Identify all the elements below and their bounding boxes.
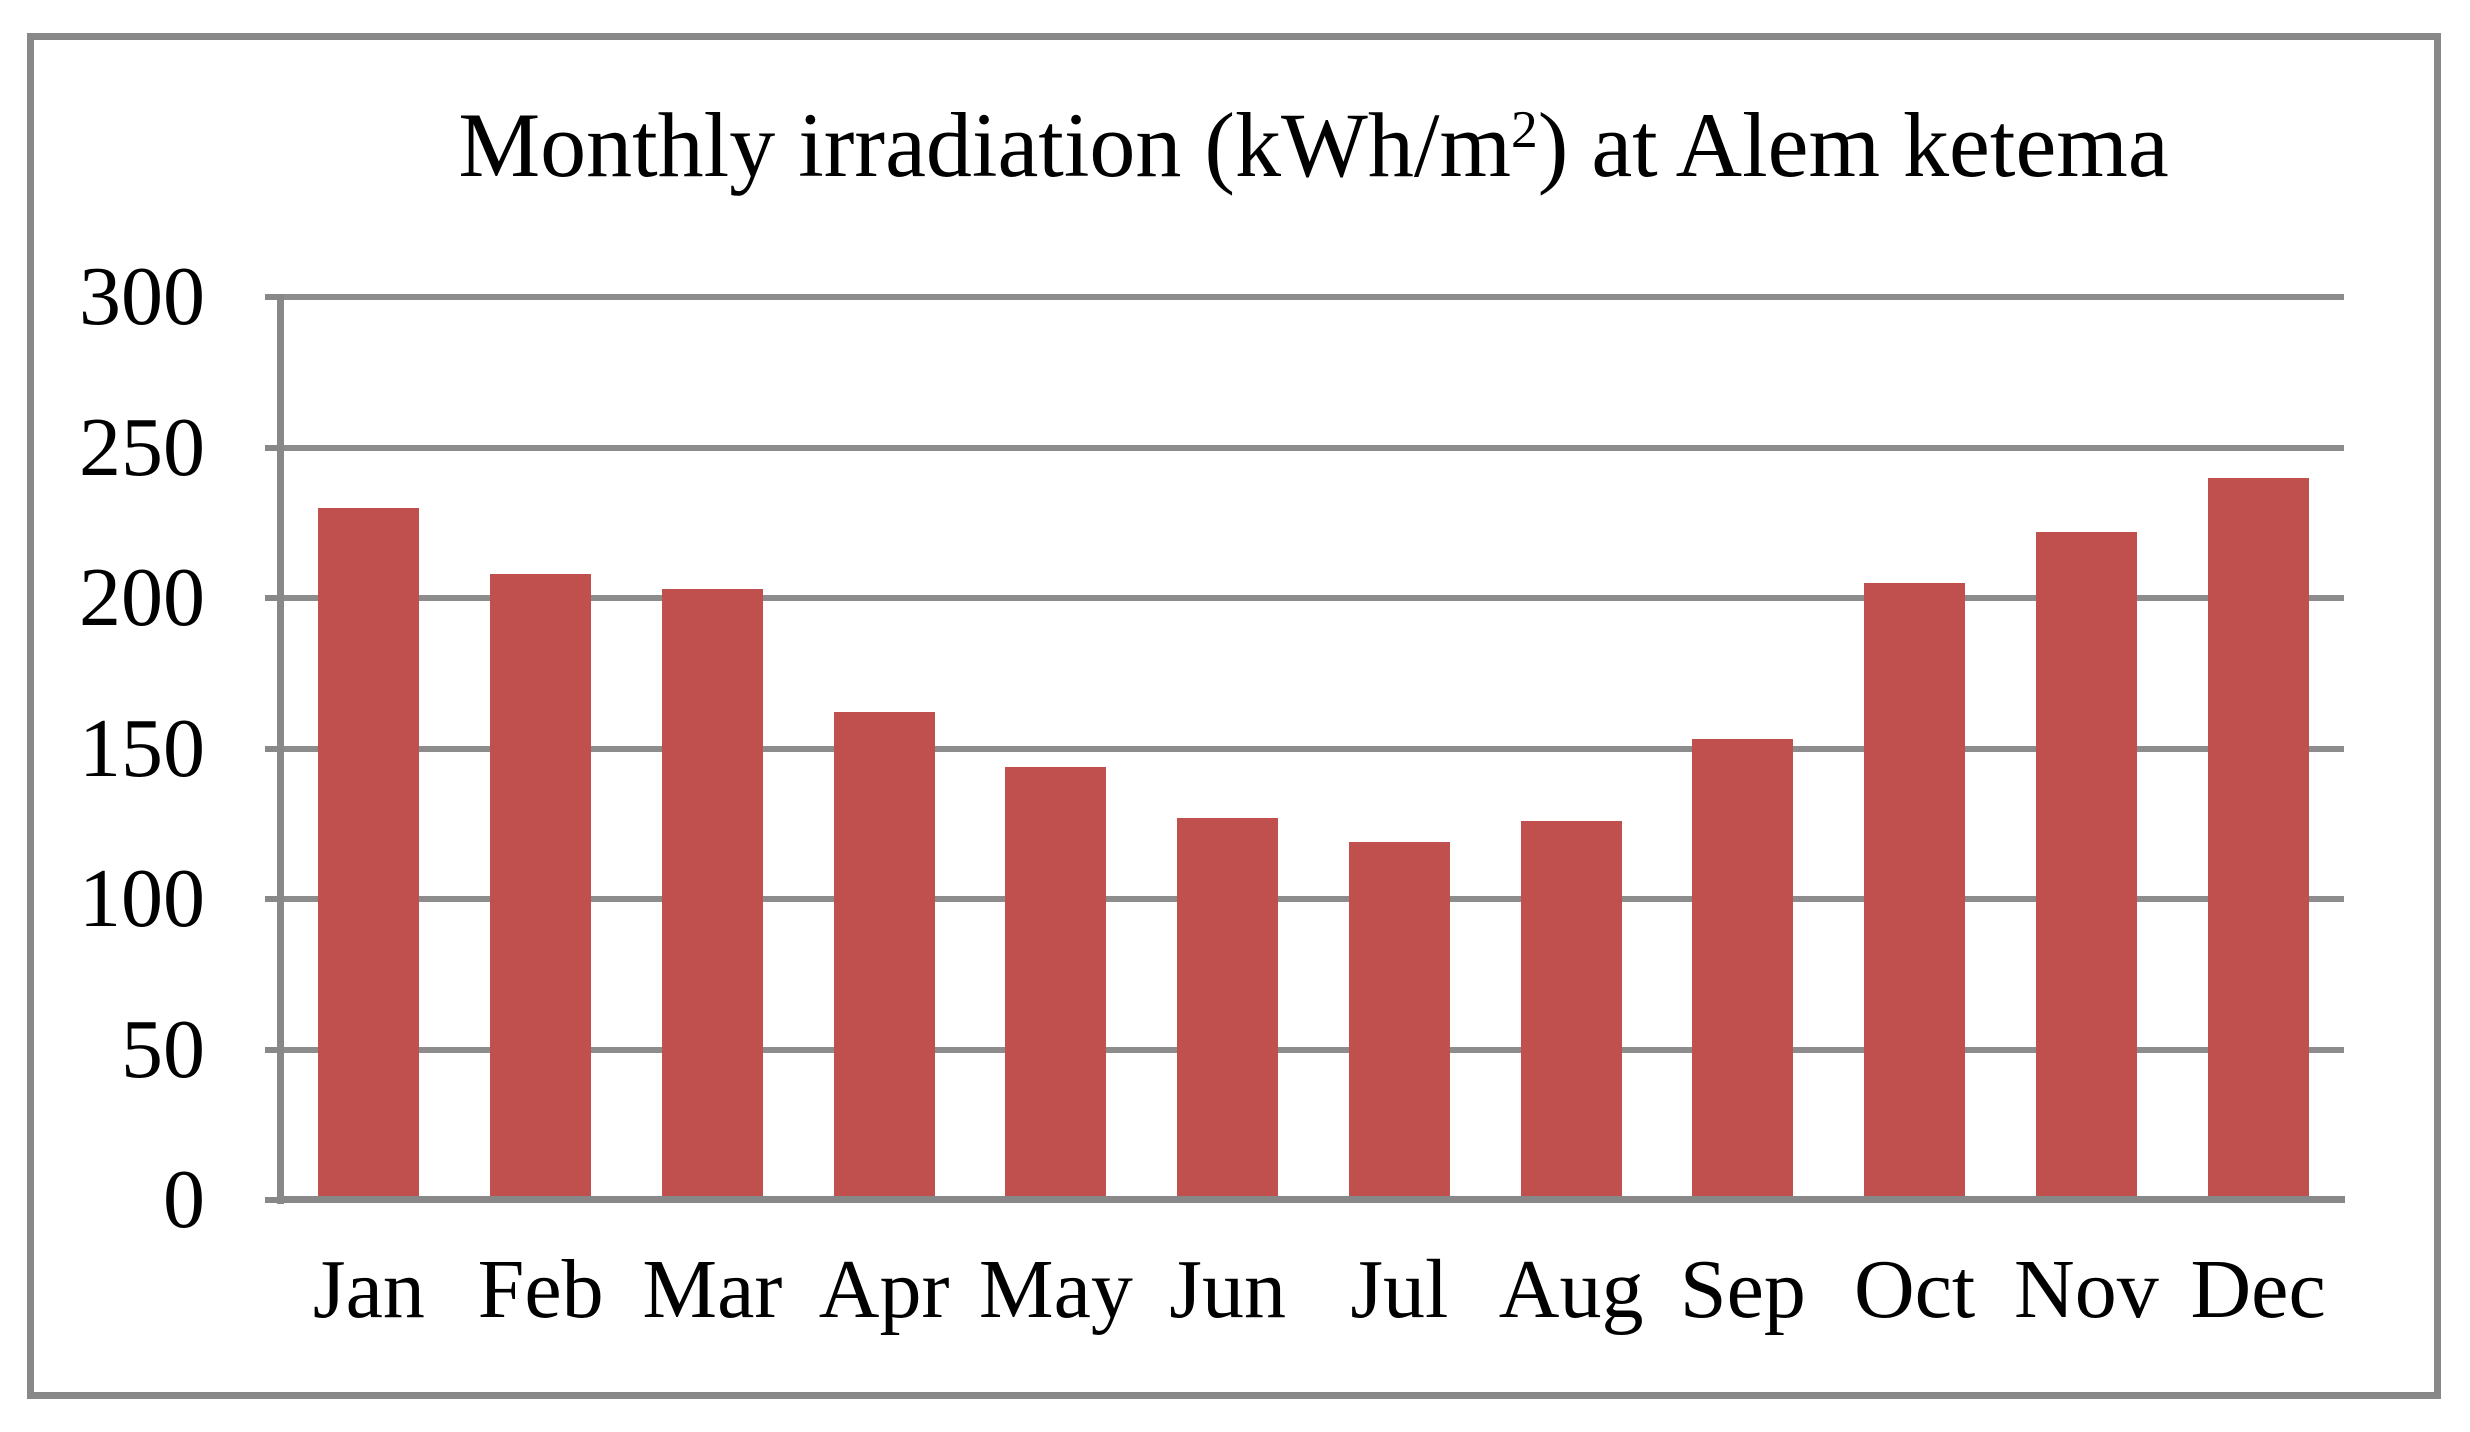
chart-title-text: Monthly irradiation (kWh/m <box>458 94 1512 196</box>
gridline-300 <box>283 294 2344 300</box>
gridline-200 <box>283 595 2344 601</box>
bar-may <box>1005 766 1107 1200</box>
bar-feb <box>490 573 592 1200</box>
bar-jan <box>318 507 420 1200</box>
bar-jul <box>1348 841 1450 1200</box>
bar-aug <box>1520 820 1622 1200</box>
y-axis-tick-mark <box>265 896 278 902</box>
y-axis-tick-mark <box>265 444 278 451</box>
gridline-150 <box>283 745 2344 752</box>
x-axis-label-jul: Jul <box>1350 1243 1449 1336</box>
chart-title-superscript: 2 <box>1511 98 1538 159</box>
y-axis-tick-label: 200 <box>79 551 205 644</box>
y-axis-tick-label: 0 <box>163 1153 205 1246</box>
y-axis-tick-label: 100 <box>79 852 205 945</box>
bar-oct <box>1864 582 1966 1200</box>
bar-apr <box>833 712 935 1200</box>
bars-layer <box>283 297 2344 1200</box>
x-axis-label-may: May <box>978 1243 1133 1336</box>
x-axis-label-mar: Mar <box>642 1243 783 1336</box>
y-axis-tick-labels: 0 50 100 150 200 250 300 <box>0 0 205 1432</box>
y-axis-tick-label: 150 <box>79 701 205 795</box>
bar-jun <box>1177 817 1279 1200</box>
x-axis-label-nov: Nov <box>2014 1243 2159 1336</box>
plot-area <box>283 294 2344 1200</box>
x-axis-line <box>277 1196 2345 1203</box>
x-axis-label-dec: Dec <box>2190 1243 2326 1336</box>
x-axis-label-oct: Oct <box>1853 1243 1976 1336</box>
y-axis-tick-label: 50 <box>121 1002 205 1096</box>
x-axis-label-jun: Jun <box>1169 1243 1286 1336</box>
x-axis-label-aug: Aug <box>1498 1243 1644 1336</box>
y-axis-tick-mark <box>265 1046 278 1053</box>
gridline-250 <box>283 444 2344 451</box>
bar-sep <box>1692 739 1794 1200</box>
y-axis-tick-label: 300 <box>79 250 205 343</box>
y-axis-tick-mark <box>265 1197 278 1203</box>
x-axis-label-apr: Apr <box>818 1243 950 1336</box>
y-axis-line <box>277 294 284 1204</box>
gridline-100 <box>283 896 2344 902</box>
y-axis-tick-label: 250 <box>79 400 205 494</box>
chart-title-suffix: ) at Alem ketema <box>1537 94 2169 196</box>
y-axis-tick-mark <box>265 745 278 752</box>
x-axis-label-feb: Feb <box>477 1243 604 1336</box>
x-axis-category-labels: Jan Feb Mar Apr May Jun Jul Aug Sep Oct Nov Dec <box>283 1248 2344 1332</box>
x-axis-label-sep: Sep <box>1679 1243 1806 1336</box>
x-axis-label-jan: Jan <box>312 1243 425 1336</box>
bar-mar <box>661 588 763 1200</box>
bar-nov <box>2035 531 2137 1200</box>
gridline-50 <box>283 1046 2344 1053</box>
chart-title: Monthly irradiation (kWh/m2) at Alem ket… <box>283 94 2344 196</box>
y-axis-tick-mark <box>265 595 278 601</box>
y-axis-tick-mark <box>265 294 278 300</box>
bar-dec <box>2207 477 2309 1200</box>
